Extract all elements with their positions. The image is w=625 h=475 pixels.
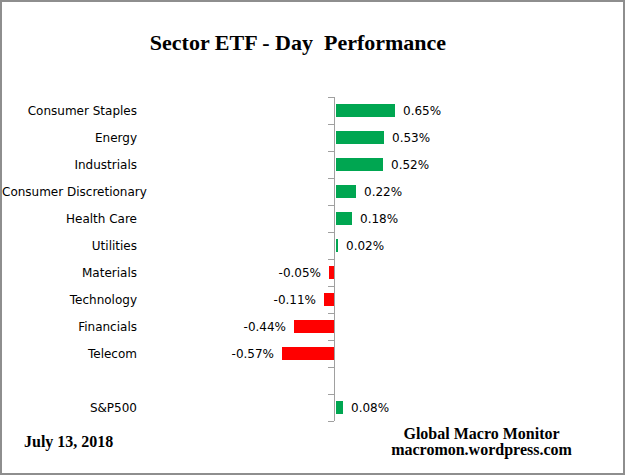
axis-tick <box>328 232 334 233</box>
attribution-line2: macromon.wordpress.com <box>374 442 589 458</box>
footer-date: July 13, 2018 <box>24 433 113 451</box>
positive-bar <box>336 239 338 252</box>
category-label: Energy <box>2 130 137 146</box>
axis-tick <box>328 367 334 368</box>
category-label: Health Care <box>2 211 137 227</box>
axis-tick <box>328 286 334 287</box>
axis-tick <box>328 421 334 422</box>
axis-tick <box>328 151 334 152</box>
positive-bar <box>336 131 384 144</box>
attribution-line1: Global Macro Monitor <box>374 426 589 442</box>
category-label: Utilities <box>2 238 137 254</box>
axis-tick <box>328 97 334 98</box>
positive-bar <box>336 185 356 198</box>
negative-bar <box>324 293 334 306</box>
axis-tick <box>328 340 334 341</box>
value-label: -0.44% <box>216 319 286 335</box>
value-label: 0.22% <box>364 184 402 200</box>
category-label: Industrials <box>2 157 137 173</box>
axis-tick <box>328 313 334 314</box>
value-axis-line <box>334 97 335 421</box>
positive-bar <box>336 212 352 225</box>
value-label: 0.08% <box>351 400 389 416</box>
category-label: Consumer Discretionary <box>2 184 137 200</box>
value-label: 0.52% <box>391 157 429 173</box>
axis-tick <box>328 124 334 125</box>
value-label: -0.11% <box>246 292 316 308</box>
axis-tick <box>328 259 334 260</box>
chart-title: Sector ETF - Day Performance <box>2 30 594 56</box>
chart-frame: Sector ETF - Day Performance Consumer St… <box>0 0 625 475</box>
value-label: 0.18% <box>360 211 398 227</box>
axis-tick <box>328 178 334 179</box>
negative-bar <box>282 347 334 360</box>
category-label: Technology <box>2 292 137 308</box>
axis-tick <box>328 394 334 395</box>
positive-bar <box>336 401 343 414</box>
attribution: Global Macro Monitor macromon.wordpress.… <box>374 426 589 458</box>
axis-tick <box>328 205 334 206</box>
value-label: -0.05% <box>251 265 321 281</box>
category-label: Materials <box>2 265 137 281</box>
negative-bar <box>329 266 334 279</box>
value-label: 0.65% <box>403 103 441 119</box>
positive-bar <box>336 158 383 171</box>
category-label: Telecom <box>2 346 137 362</box>
value-label: -0.57% <box>204 346 274 362</box>
category-label: Financials <box>2 319 137 335</box>
positive-bar <box>336 104 395 117</box>
category-label: S&P500 <box>2 400 137 416</box>
value-label: 0.53% <box>392 130 430 146</box>
negative-bar <box>294 320 334 333</box>
category-label: Consumer Staples <box>2 103 137 119</box>
value-label: 0.02% <box>346 238 384 254</box>
